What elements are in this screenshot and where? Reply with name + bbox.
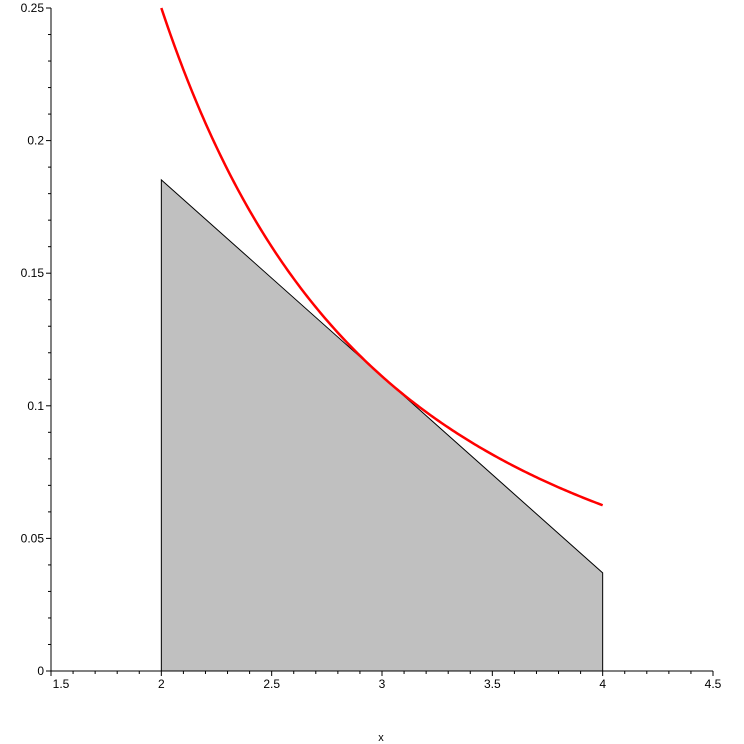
x-tick-label: 2 [158, 677, 165, 691]
y-tick-label: 0.1 [27, 399, 44, 413]
y-tick-label: 0.2 [27, 134, 44, 148]
y-tick-label: 0.15 [21, 266, 45, 280]
x-tick-label: 1.5 [53, 677, 70, 691]
x-tick-label: 2.5 [263, 677, 280, 691]
y-tick-label: 0 [37, 664, 44, 678]
x-tick-label: 3 [379, 677, 386, 691]
axes: 1.5 2 2.5 3 3.5 4 4.5 0 0.05 0.1 0.15 0.2 0.25 [21, 1, 722, 691]
x-axis-label: x [378, 732, 384, 744]
curve-layer [160, 7, 604, 507]
x-tick-label: 3.5 [484, 677, 501, 691]
x-tick-label: 4 [599, 677, 606, 691]
shaded-region-layer [160, 178, 604, 672]
y-tick-label: 0.25 [21, 1, 45, 15]
x-tick-label: 4.5 [705, 677, 722, 691]
shaded-region [160, 178, 604, 672]
y-tick-label: 0.05 [21, 531, 45, 545]
curve-line [160, 7, 604, 507]
